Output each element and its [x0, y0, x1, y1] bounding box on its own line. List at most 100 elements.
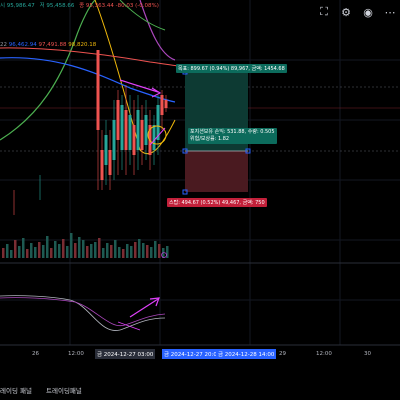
volume-bar — [42, 245, 45, 258]
candle — [136, 110, 140, 150]
annotation-arrow — [149, 127, 166, 146]
volume-bar — [146, 245, 149, 258]
volume-bar — [78, 237, 81, 258]
candle — [116, 100, 120, 140]
volume-bar — [22, 238, 25, 258]
volume-bar — [46, 236, 49, 258]
volume-bar — [122, 249, 125, 258]
candle — [164, 100, 168, 108]
volume-bar — [38, 242, 41, 258]
loss-zone — [185, 151, 248, 192]
ma-value-blue: 96,462.94 — [8, 42, 37, 48]
candle — [132, 125, 136, 155]
fullscreen-icon[interactable]: ⛶ — [320, 5, 328, 18]
volume-bar — [162, 248, 165, 258]
ma-line-purple — [139, 0, 176, 61]
time-axis-label: 12:00 — [68, 351, 84, 357]
volume-bar — [30, 243, 33, 258]
position-stats-label: 포지션보유 손익: 531.88, 수량: 0.505 위험/보상률: 1.82 — [188, 128, 277, 144]
tab-trading-panel-partial[interactable]: 레이딩 패널 — [0, 387, 32, 395]
annotation-arrow — [129, 298, 159, 318]
volume-bar — [50, 248, 53, 258]
crosshair-time-badge: 금 2024-12-27 03:00 — [95, 349, 156, 359]
volume-bar — [54, 241, 57, 258]
volume-bar — [82, 240, 85, 258]
annotation-arrow — [117, 321, 141, 331]
volume-bar — [114, 240, 117, 258]
volume-bar — [142, 243, 145, 258]
volume-bar — [66, 246, 69, 258]
volume-bar — [58, 244, 61, 258]
handle[interactable] — [245, 148, 251, 154]
volume-bar — [14, 240, 17, 258]
candle — [140, 120, 144, 150]
volume-bar — [90, 244, 93, 258]
handle[interactable] — [182, 189, 188, 195]
volume-bar — [70, 233, 73, 258]
ohlc-low: 저 95,458.66 — [39, 3, 75, 9]
time-axis-label: 26 — [32, 351, 39, 357]
volume-bars — [2, 233, 169, 258]
candle — [152, 125, 156, 150]
more-icon[interactable]: ⋯ — [384, 5, 396, 19]
annotation-arrow-head — [151, 87, 162, 98]
ma-readout: 22 96,462.94 97,491.88 98,820.18 — [0, 42, 96, 48]
ohlc-open: 시 95,986.47 — [0, 3, 35, 9]
time-axis-label: 12:00 — [316, 351, 332, 357]
pnl-text: 포지션보유 손익: 531.88, 수량: 0.505 — [190, 129, 275, 135]
ma-value-red: 97,491.88 — [38, 42, 67, 48]
candle — [144, 115, 148, 145]
volume-bar — [34, 247, 37, 258]
volume-bar — [134, 242, 137, 258]
volume-bar — [94, 242, 97, 258]
handle[interactable] — [182, 148, 188, 154]
ma-line-blue — [0, 57, 176, 103]
time-axis-label: 30 — [364, 351, 371, 357]
ma-line-green — [0, 0, 96, 141]
candle — [128, 115, 132, 150]
candle — [160, 95, 164, 115]
settings-icon[interactable]: ⚙ — [341, 5, 351, 19]
target-label: 목표: 899.67 (0.94%) 89,967, 금액: 1454.68 — [176, 64, 287, 73]
oscillator-line — [0, 295, 166, 331]
volume-bar — [166, 246, 169, 258]
volume-bar — [118, 247, 121, 258]
volume-bar — [2, 248, 5, 258]
volume-bar — [98, 238, 101, 258]
volume-bar — [62, 239, 65, 258]
ma-line-red — [0, 47, 181, 67]
risk-reward-text: 위험/보상률: 1.82 — [190, 136, 230, 142]
candle — [120, 105, 124, 150]
annotation-circle — [147, 125, 167, 145]
ohlc-readout: 시 95,986.47 저 95,458.66 종 95,363.44 -80.… — [0, 1, 162, 9]
volume-bar — [26, 249, 29, 258]
candle — [156, 105, 160, 140]
volume-bar — [150, 247, 153, 258]
volume-bar — [110, 245, 113, 258]
candle — [100, 150, 104, 180]
volume-bar — [130, 246, 133, 258]
ma-line-green-upper — [119, 0, 166, 31]
annotation-arrow — [119, 79, 159, 93]
volume-bar — [138, 239, 141, 258]
candle — [108, 150, 112, 175]
tab-trading-panel[interactable]: 트레이딩패널 — [46, 387, 82, 395]
ohlc-close: 종 95,363.44 -80.03 (-0.08%) — [79, 3, 159, 9]
ma-period: 22 — [0, 42, 7, 48]
range-start-badge: 금 2024-12-27 20:00 — [162, 349, 223, 359]
stop-label: 스탑: 494.67 (0.52%) 49,467, 금액: 750 — [167, 198, 267, 207]
oscillator-signal — [0, 297, 166, 327]
volume-bar — [74, 243, 77, 258]
time-axis-label: 29 — [279, 351, 286, 357]
volume-bar — [158, 244, 161, 258]
candle — [112, 120, 116, 160]
candle — [104, 135, 108, 165]
volume-marker — [161, 252, 167, 258]
volume-bar — [126, 244, 129, 258]
camera-icon[interactable]: ◉ — [363, 5, 373, 19]
volume-bar — [86, 246, 89, 258]
volume-bar — [102, 248, 105, 258]
chart-toolbar: ⛶ ⚙ ◉ ⋯ — [316, 4, 398, 20]
volume-bar — [6, 244, 9, 258]
